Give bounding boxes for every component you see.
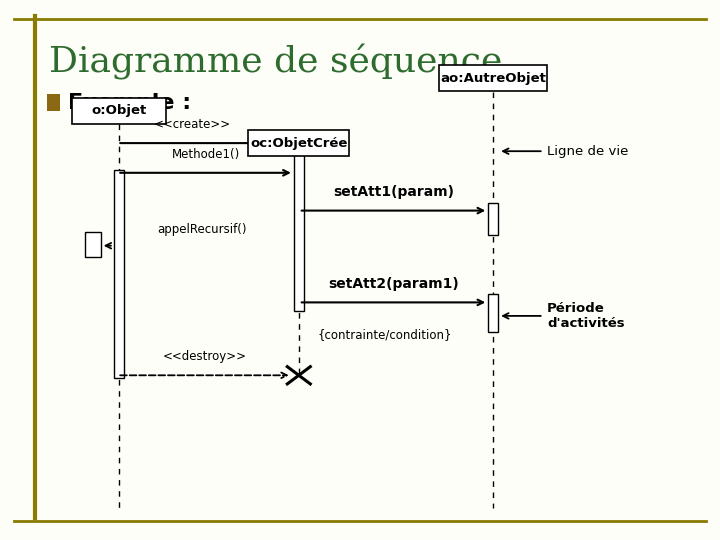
Text: Période
d'activités: Période d'activités — [547, 302, 625, 330]
Bar — [85, 232, 101, 256]
Text: <<create>>: <<create>> — [153, 118, 230, 131]
Bar — [248, 130, 349, 156]
Bar — [72, 98, 166, 124]
Text: Ligne de vie: Ligne de vie — [547, 145, 629, 158]
Text: ao:AutreObjet: ao:AutreObjet — [440, 72, 546, 85]
Text: <<destroy>>: <<destroy>> — [163, 350, 246, 363]
Bar — [488, 294, 498, 332]
Text: setAtt2(param1): setAtt2(param1) — [328, 276, 459, 291]
Text: Exemple :: Exemple : — [68, 92, 192, 113]
Text: setAtt1(param): setAtt1(param) — [333, 185, 454, 199]
Bar — [439, 65, 547, 91]
Bar — [488, 202, 498, 235]
Bar — [294, 143, 304, 310]
Bar — [47, 94, 60, 111]
Text: oc:ObjetCrée: oc:ObjetCrée — [250, 137, 348, 150]
Text: Methode1(): Methode1() — [171, 148, 240, 161]
Text: {contrainte/condition}: {contrainte/condition} — [318, 328, 452, 341]
Text: Diagramme de séquence: Diagramme de séquence — [49, 44, 503, 80]
Bar — [114, 170, 124, 378]
Text: o:Objet: o:Objet — [91, 104, 146, 117]
Text: appelRecursif(): appelRecursif() — [157, 223, 246, 236]
